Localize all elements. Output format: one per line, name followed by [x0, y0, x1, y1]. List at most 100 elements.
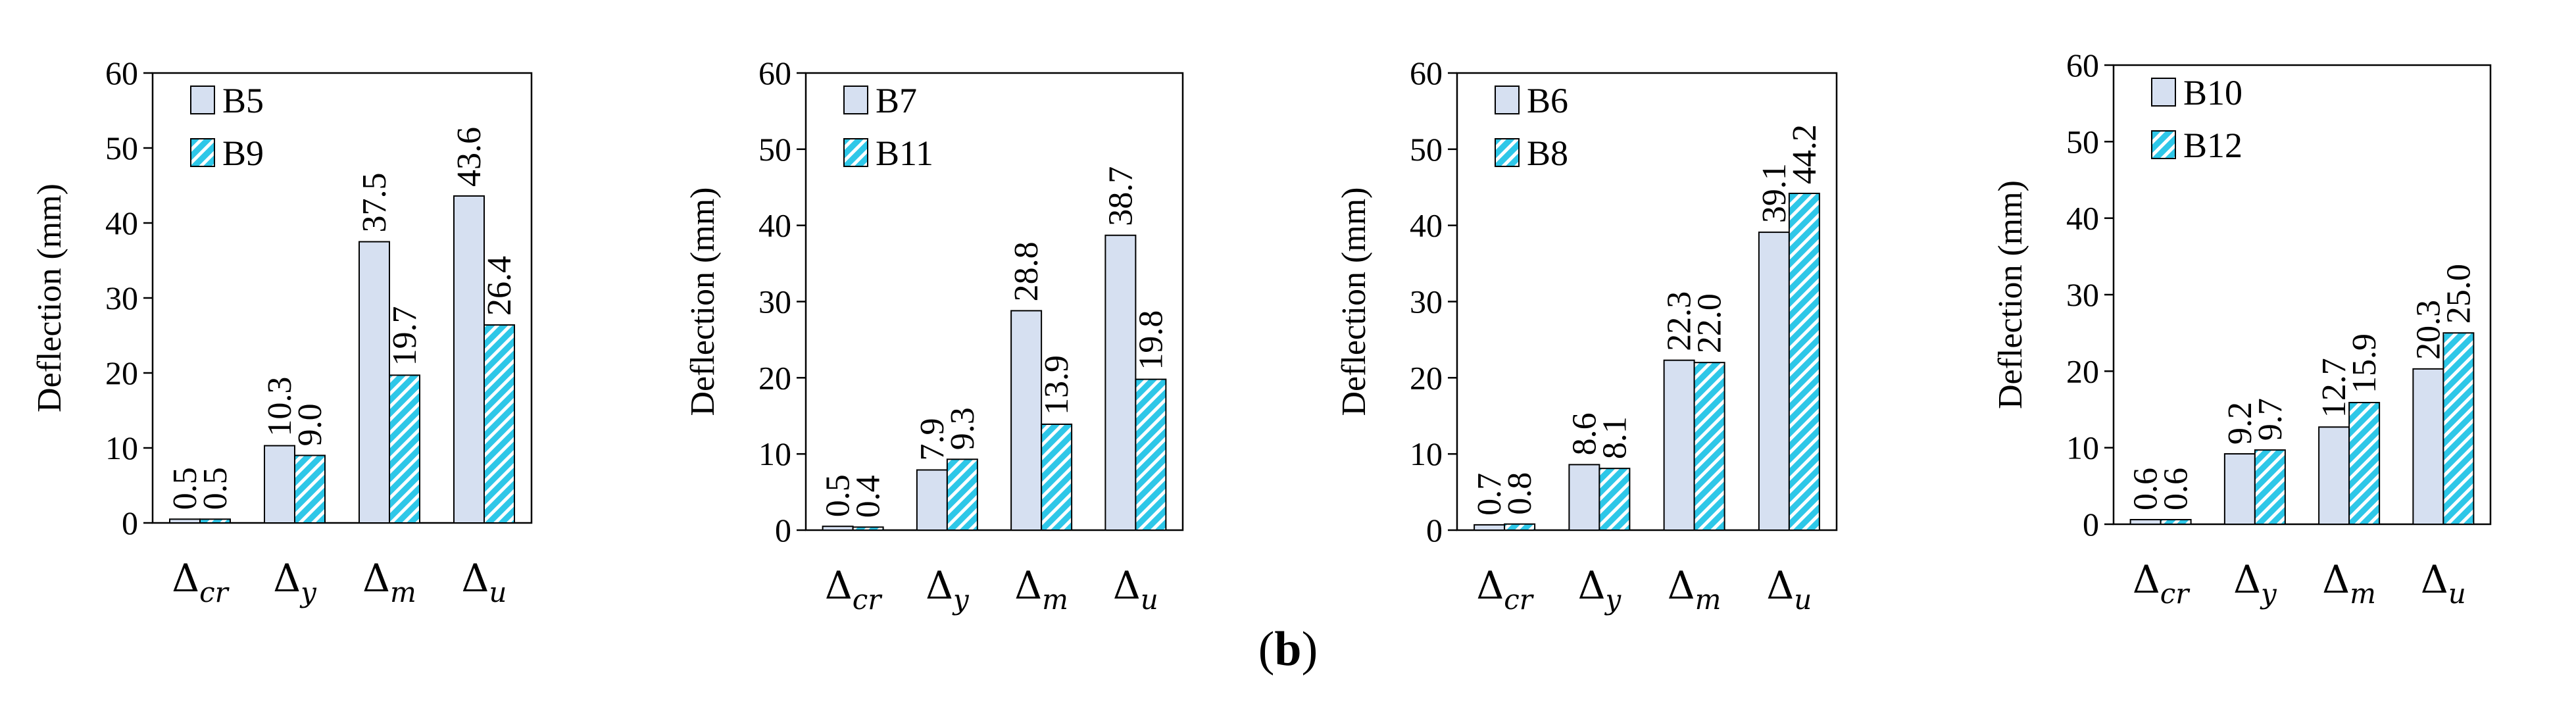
y-tick-label: 30 [758, 283, 791, 320]
legend-swatch-b10 [2151, 78, 2176, 107]
legend-label-b8: B8 [1527, 134, 1568, 173]
data-label-b8-m: 22.0 [1691, 293, 1729, 353]
y-tick-label: 20 [105, 355, 138, 391]
bar-b12-cr [2160, 519, 2192, 526]
y-tick-label: 0 [775, 512, 791, 549]
category-label-cr: Δcr [172, 556, 230, 608]
bar-b7-cr [822, 526, 854, 531]
legend-label-b11: B11 [876, 134, 933, 173]
category-label-m: Δm [2322, 557, 2376, 610]
y-tick-label: 20 [758, 359, 791, 396]
data-label-b7-m: 28.8 [1008, 241, 1045, 301]
data-label-b5-y: 10.3 [261, 377, 299, 437]
category-label-u: Δu [1113, 563, 1158, 616]
legend-swatch-b7 [843, 86, 868, 114]
data-label-b10-cr: 0.6 [2127, 468, 2165, 510]
data-label-b12-m: 15.9 [2346, 333, 2383, 393]
legend-swatch-b5 [190, 86, 215, 114]
data-label-b8-cr: 0.8 [1501, 472, 1539, 515]
y-tick-label: 40 [2066, 200, 2099, 237]
bar-b10-cr [2129, 519, 2162, 526]
y-tick-label: 0 [122, 504, 138, 541]
legend-swatch-b9 [190, 138, 215, 167]
y-tick-label: 60 [1410, 55, 1443, 91]
data-label-b11-u: 19.8 [1132, 310, 1170, 370]
data-label-b10-u: 20.3 [2410, 300, 2447, 360]
bar-b6-cr [1474, 524, 1506, 531]
bar-b10-m [2318, 426, 2350, 525]
y-tick-label: 0 [1426, 512, 1443, 549]
bar-b11-y [946, 458, 978, 531]
y-axis-label: Deflection (mm) [1992, 180, 2029, 409]
category-label-u: Δu [2421, 557, 2466, 610]
data-label-b7-y: 7.9 [914, 418, 951, 460]
bar-b8-cr [1504, 523, 1536, 531]
y-axis-label: Deflection (mm) [31, 184, 68, 412]
category-label-cr: Δcr [825, 563, 883, 616]
data-label-b7-cr: 0.5 [820, 474, 857, 517]
data-label-b8-y: 8.1 [1596, 416, 1633, 459]
chart-4: 0 10 20 30 40 50 60 Deflection (mm) 0.60.6 Δcr 9.2… [1992, 47, 2492, 610]
category-label-cr: Δcr [2133, 557, 2191, 610]
y-tick-label: 50 [758, 131, 791, 168]
data-label-b6-y: 8.6 [1566, 412, 1603, 455]
y-tick-label: 30 [105, 280, 138, 316]
legend-label-b6: B6 [1527, 81, 1568, 120]
y-tick-label: 10 [1410, 435, 1443, 472]
data-label-b9-cr: 0.5 [197, 467, 234, 510]
y-tick-label: 60 [105, 55, 138, 91]
y-tick-label: 10 [758, 435, 791, 472]
bar-b9-u [483, 324, 515, 524]
figure-caption: (b) [0, 622, 2576, 677]
data-label-b6-cr: 0.7 [1471, 473, 1508, 516]
y-tick-label: 40 [1410, 207, 1443, 244]
category-label-m: Δm [362, 556, 416, 608]
bar-b5-m [359, 241, 390, 524]
data-label-b10-m: 12.7 [2316, 358, 2353, 418]
y-tick-label: 20 [2066, 353, 2099, 389]
bar-b11-u [1135, 378, 1167, 531]
y-tick-label: 50 [2066, 123, 2099, 160]
data-label-b12-cr: 0.6 [2158, 468, 2195, 510]
data-label-b11-cr: 0.4 [850, 475, 887, 518]
y-tick-label: 40 [758, 207, 791, 244]
caption-letter: b [1274, 622, 1302, 676]
y-tick-label: 30 [1410, 283, 1443, 320]
y-tick-label: 0 [2083, 506, 2099, 543]
chart-3: 0 10 20 30 40 50 60 Deflection (mm) 0.70.8 Δcr 8.6… [1335, 55, 1838, 616]
bar-b7-m [1010, 310, 1043, 531]
data-label-b6-m: 22.3 [1661, 291, 1698, 351]
category-label-m: Δm [1668, 563, 1721, 616]
legend-swatch-b11 [843, 138, 868, 167]
y-tick-label: 30 [2066, 276, 2099, 313]
data-label-b8-u: 44.2 [1786, 124, 1823, 184]
y-tick-label: 50 [1410, 131, 1443, 168]
bar-b9-cr [199, 518, 231, 524]
category-label-u: Δu [462, 556, 507, 608]
caption-open: ( [1258, 622, 1275, 676]
bar-b5-cr [169, 518, 201, 524]
bar-b9-m [389, 374, 420, 524]
bar-b7-u [1104, 234, 1137, 531]
data-label-b5-cr: 0.5 [166, 467, 204, 510]
bar-b6-u [1758, 232, 1790, 531]
bar-b7-y [916, 469, 948, 531]
data-label-b6-u: 39.1 [1756, 163, 1793, 223]
bar-b12-u [2442, 332, 2475, 525]
y-tick-label: 50 [105, 130, 138, 166]
bar-b6-m [1663, 359, 1695, 531]
y-tick-label: 10 [2066, 430, 2099, 466]
data-label-b10-y: 9.2 [2221, 402, 2259, 445]
data-label-b12-u: 25.0 [2440, 264, 2477, 324]
bar-b10-y [2223, 453, 2256, 525]
data-label-b9-u: 26.4 [481, 256, 518, 316]
y-axis-label: Deflection (mm) [684, 187, 722, 416]
legend-label-b10: B10 [2183, 73, 2242, 112]
bar-b12-m [2348, 402, 2381, 526]
bar-b5-u [453, 195, 485, 524]
category-label-m: Δm [1014, 563, 1068, 616]
category-label-y: Δy [2233, 557, 2277, 610]
